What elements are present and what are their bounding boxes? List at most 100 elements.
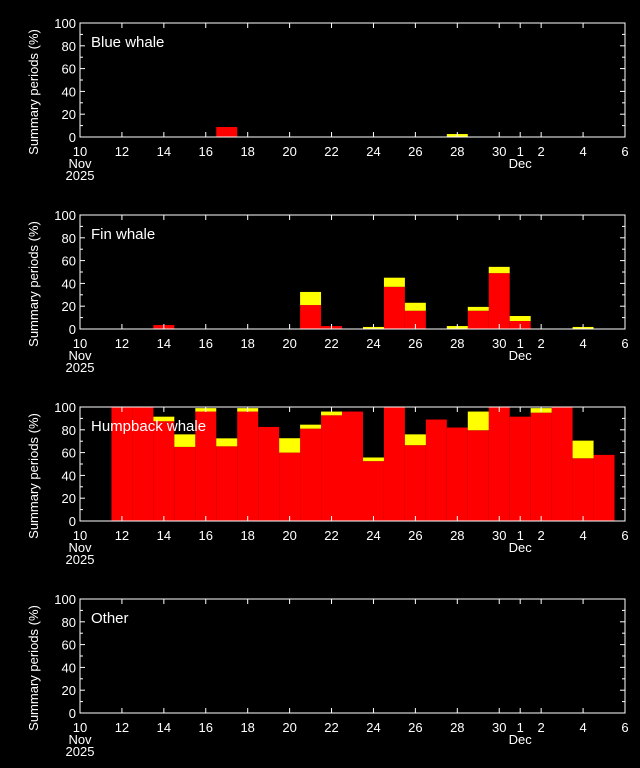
- y-tick-label: 40: [62, 84, 76, 99]
- x-tick-label: 20: [282, 336, 296, 351]
- plot-frame: [79, 598, 626, 714]
- bar-red: [467, 430, 489, 521]
- bar-red: [383, 286, 405, 329]
- bar-yellow: [404, 302, 426, 311]
- x-tick-label: 16: [199, 144, 213, 159]
- x-tick-label: 10: [73, 144, 87, 159]
- x-tick-label: 12: [115, 144, 129, 159]
- x-tick-label: 2: [538, 336, 545, 351]
- x-year-label: 2025: [66, 168, 95, 183]
- y-tick-label: 80: [62, 423, 76, 438]
- y-tick-label: 100: [54, 208, 76, 223]
- y-tick-label: 0: [69, 514, 76, 529]
- x-tick-label: 28: [450, 528, 464, 543]
- bar-red: [383, 407, 405, 521]
- y-tick-label: 40: [62, 468, 76, 483]
- bar-red: [132, 407, 154, 521]
- x-tick-label: 6: [621, 336, 628, 351]
- panel-title: Blue whale: [91, 34, 164, 51]
- x-month-label: Nov: [68, 156, 92, 171]
- bar-red: [321, 415, 343, 521]
- x-tick-label: 22: [324, 720, 338, 735]
- x-tick-label: 14: [157, 528, 171, 543]
- y-tick-label: 100: [54, 400, 76, 415]
- x-tick-label: 4: [579, 720, 586, 735]
- bar-red: [488, 273, 510, 329]
- y-tick-label: 20: [62, 491, 76, 506]
- x-tick-label: 6: [621, 528, 628, 543]
- y-tick-label: 60: [62, 446, 76, 461]
- bar-yellow: [488, 266, 510, 274]
- bar-red: [593, 454, 615, 521]
- y-axis-label: Summary periods (%): [26, 605, 41, 731]
- y-tick-label: 80: [62, 39, 76, 54]
- bar-red: [551, 407, 573, 521]
- x-tick-label: 30: [492, 336, 506, 351]
- y-tick-label: 60: [62, 638, 76, 653]
- bar-red: [195, 411, 217, 521]
- x-tick-label: 18: [240, 336, 254, 351]
- bar-yellow: [300, 424, 322, 429]
- x-tick-label: 20: [282, 720, 296, 735]
- x-tick-label: 4: [579, 528, 586, 543]
- panel-title: Humpback whale: [91, 418, 206, 435]
- y-tick-label: 0: [69, 706, 76, 721]
- bar-yellow: [216, 438, 238, 447]
- x-tick-label: 22: [324, 144, 338, 159]
- x-tick-label: 2: [538, 144, 545, 159]
- x-tick-label: 22: [324, 336, 338, 351]
- y-tick-label: 60: [62, 254, 76, 269]
- panel-title: Fin whale: [91, 226, 155, 243]
- x-tick-label: 1: [517, 336, 524, 351]
- x-tick-label: 16: [199, 336, 213, 351]
- bar-yellow: [509, 316, 531, 322]
- x-month-label: Nov: [68, 348, 92, 363]
- x-tick-label: 6: [621, 144, 628, 159]
- bar-red: [279, 452, 301, 521]
- y-axis-label: Summary periods (%): [26, 221, 41, 347]
- bar-yellow: [300, 291, 322, 306]
- x-year-label: 2025: [66, 744, 95, 759]
- y-tick-label: 100: [54, 592, 76, 607]
- x-tick-label: 20: [282, 528, 296, 543]
- x-month-label: Nov: [68, 540, 92, 555]
- x-tick-label: 26: [408, 336, 422, 351]
- x-tick-label: 14: [157, 720, 171, 735]
- bar-yellow: [383, 277, 405, 287]
- x-tick-label: 1: [517, 528, 524, 543]
- x-tick-label: 30: [492, 720, 506, 735]
- y-tick-label: 80: [62, 615, 76, 630]
- x-tick-label: 26: [408, 528, 422, 543]
- x-tick-label: 20: [282, 144, 296, 159]
- x-tick-label: 16: [199, 720, 213, 735]
- x-tick-label: 6: [621, 720, 628, 735]
- x-tick-label: 14: [157, 336, 171, 351]
- x-tick-label: 2: [538, 720, 545, 735]
- x-tick-label: 14: [157, 144, 171, 159]
- x-tick-label: 24: [366, 528, 380, 543]
- x-tick-label: 24: [366, 144, 380, 159]
- x-tick-label: 10: [73, 336, 87, 351]
- bar-red: [300, 428, 322, 521]
- bar-yellow: [321, 411, 343, 416]
- plot-frame: [79, 214, 626, 330]
- x-month-label: Nov: [68, 732, 92, 747]
- y-tick-label: 80: [62, 231, 76, 246]
- x-tick-label: 12: [115, 720, 129, 735]
- y-tick-label: 20: [62, 683, 76, 698]
- bar-red: [174, 446, 196, 521]
- x-tick-label: 28: [450, 144, 464, 159]
- bar-red: [425, 419, 447, 521]
- x-month-label: Dec: [509, 732, 533, 747]
- bar-yellow: [572, 440, 594, 459]
- bar-red: [362, 461, 384, 521]
- bar-red: [111, 407, 133, 521]
- x-year-label: 2025: [66, 360, 95, 375]
- x-tick-label: 24: [366, 720, 380, 735]
- bar-red: [446, 427, 468, 521]
- y-tick-label: 20: [62, 299, 76, 314]
- x-tick-label: 10: [73, 720, 87, 735]
- bar-yellow: [404, 434, 426, 446]
- x-tick-label: 4: [579, 144, 586, 159]
